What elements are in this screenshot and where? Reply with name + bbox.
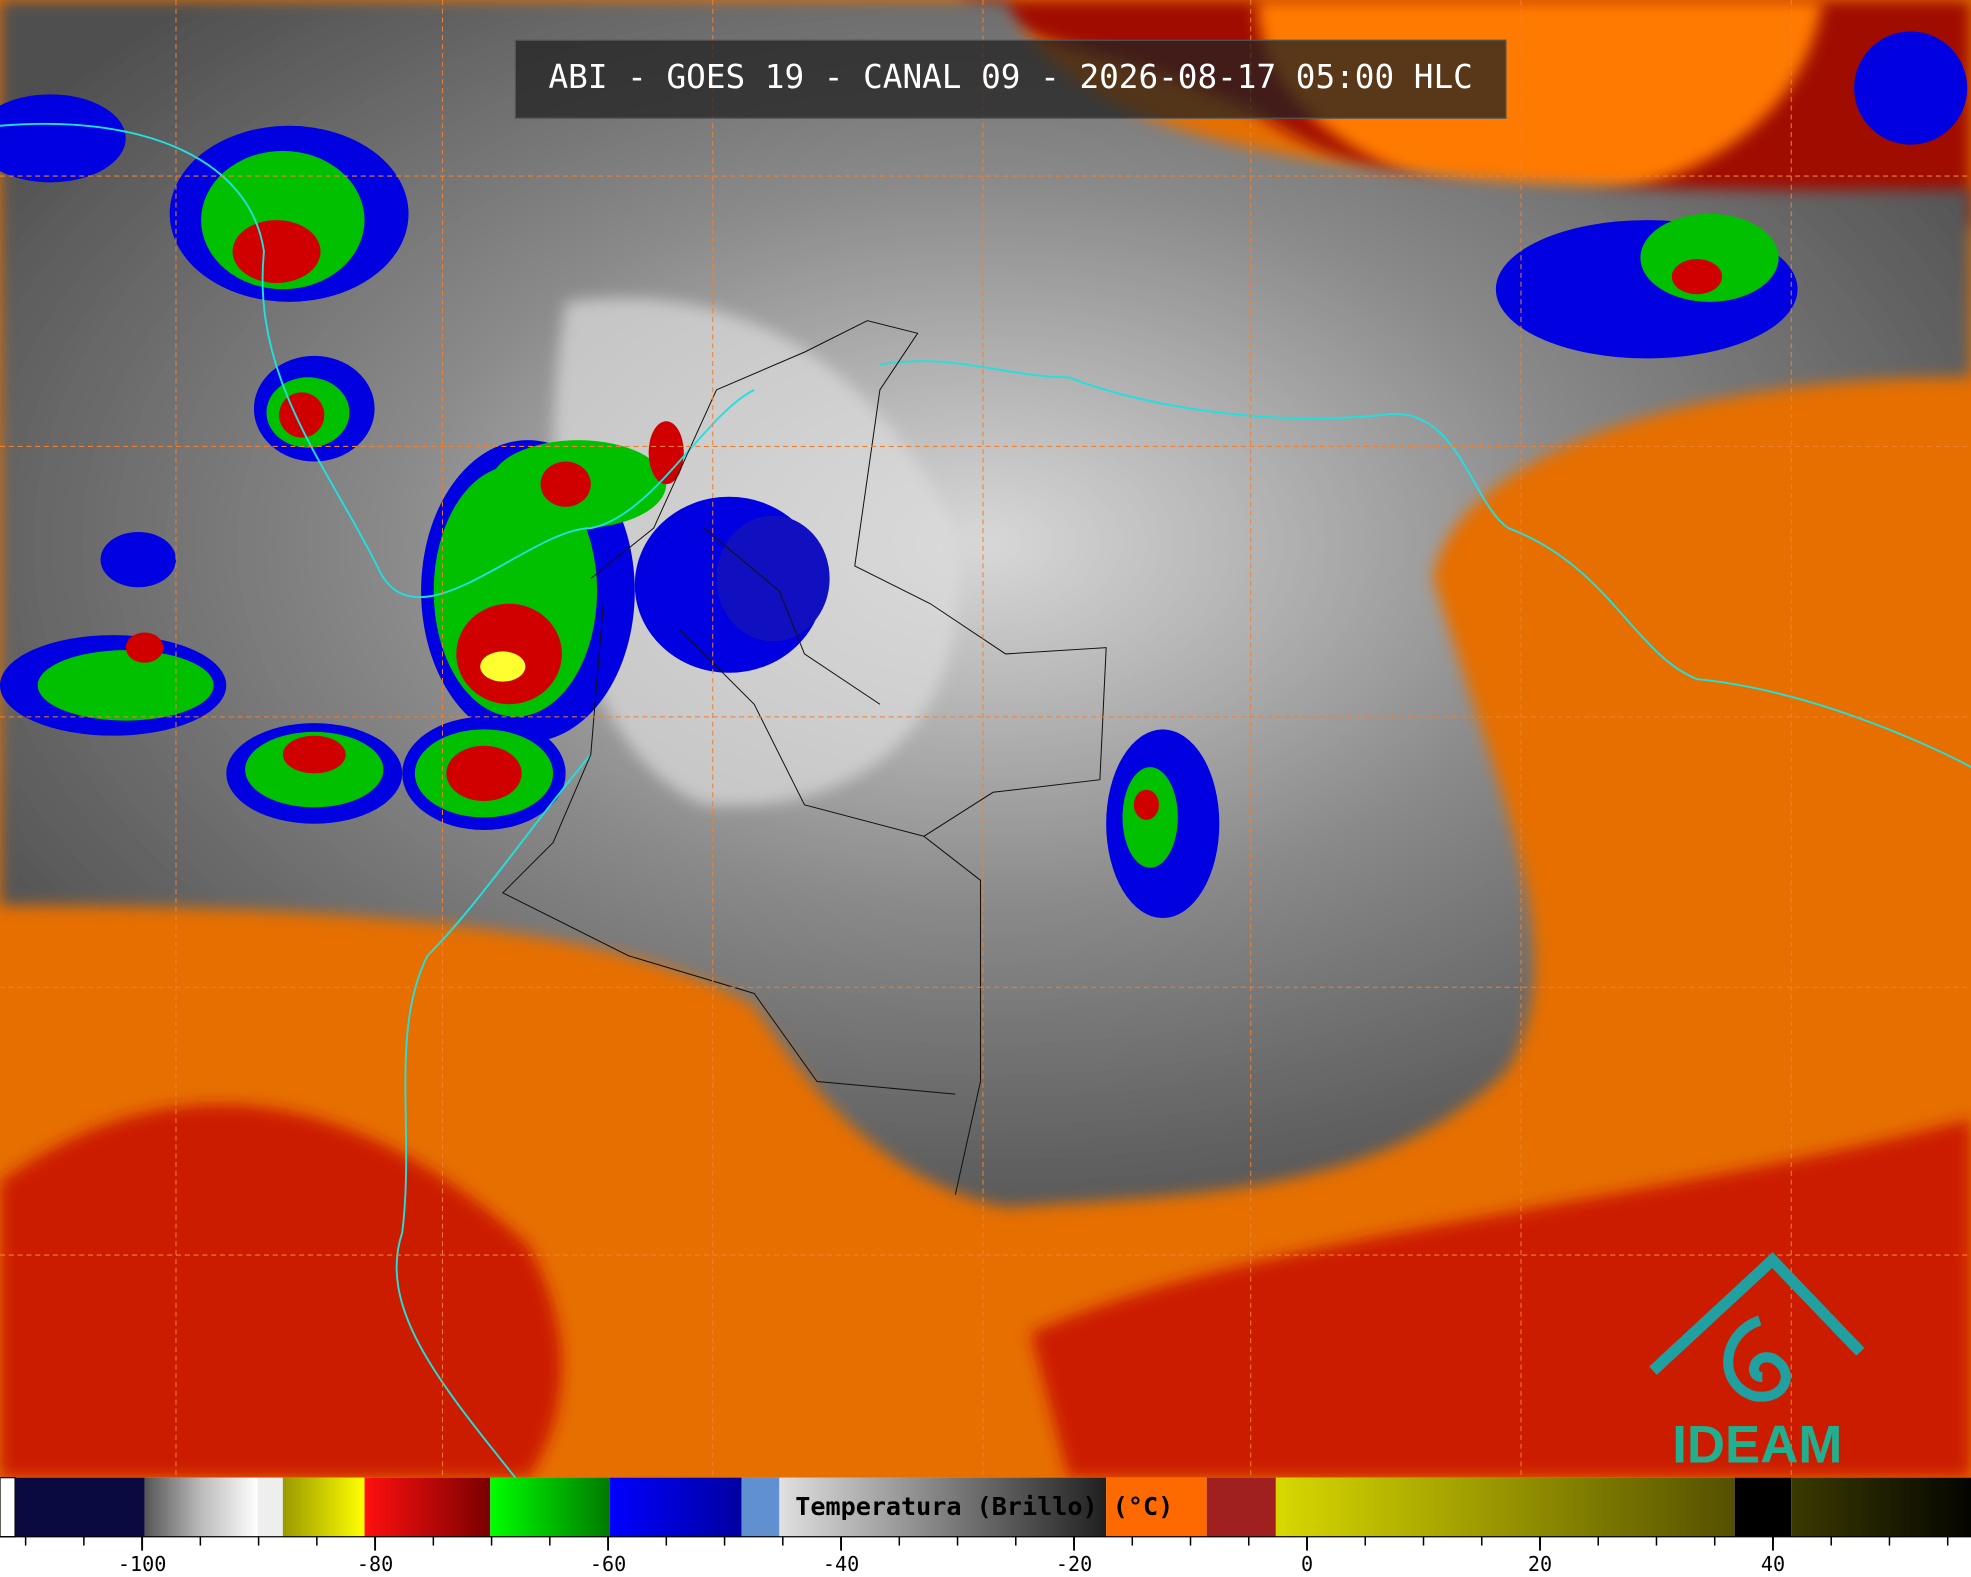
- title-background: [514, 39, 1507, 119]
- coastlines: [0, 122, 1971, 1479]
- tick-label: -60: [590, 1552, 626, 1576]
- logo-spiral: [1723, 1315, 1791, 1402]
- title-box: ABI - GOES 19 - CANAL 09 - 2026-08-17 05…: [514, 39, 1507, 119]
- colorbar-label: Temperatura (Brillo) (°C): [795, 1492, 1173, 1521]
- tick-label: -100: [118, 1552, 166, 1576]
- storm-cells: [0, 31, 1968, 919]
- imagery: [0, 0, 1971, 1479]
- tick-label: 20: [1528, 1552, 1552, 1576]
- borders: [501, 320, 1107, 1195]
- tick-label: 40: [1761, 1552, 1785, 1576]
- logo: IDEAM: [1649, 1252, 1865, 1475]
- logo-roof: [1649, 1252, 1865, 1375]
- grid: [0, 0, 1971, 1478]
- title: ABI - GOES 19 - CANAL 09 - 2026-08-17 05…: [548, 58, 1472, 96]
- tick-label: -20: [1056, 1552, 1092, 1576]
- tick-label: 0: [1301, 1552, 1313, 1576]
- tick-label: -40: [823, 1552, 859, 1576]
- colorbar: Temperatura (Brillo) (°C) -100 -80 -60 -40 -…: [0, 1477, 1971, 1577]
- tick-label: -80: [357, 1552, 393, 1576]
- logo-text: IDEAM: [1672, 1416, 1842, 1475]
